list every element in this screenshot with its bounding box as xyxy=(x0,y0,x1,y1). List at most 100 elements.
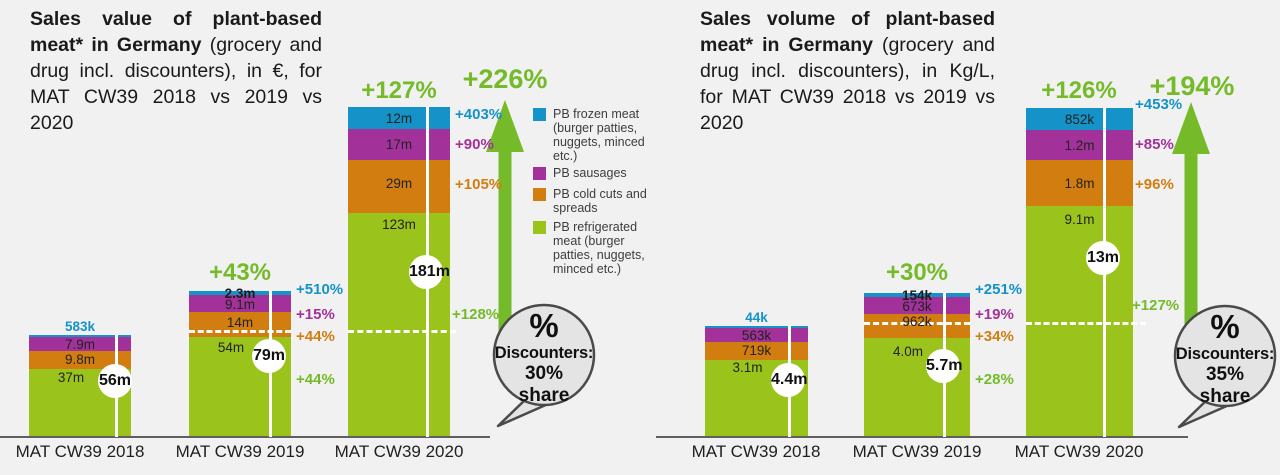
category-label: MAT CW39 2019 xyxy=(175,442,305,461)
left-x-axis xyxy=(0,436,490,438)
segment-sausages xyxy=(1026,130,1133,160)
legend-swatch-frozen xyxy=(533,108,546,121)
total-2019: 79m xyxy=(252,339,286,373)
segment-sausages xyxy=(189,295,291,312)
category-label: MAT CW39 2018 xyxy=(15,442,145,461)
legend-item-sausages: PB sausages xyxy=(533,166,663,180)
category-label: MAT CW39 2020 xyxy=(334,442,464,461)
right-chart-title-rest: (grocery and drug incl. discounters), in… xyxy=(700,34,995,134)
growth-2019-frozen: +510% xyxy=(296,281,344,298)
segment-frozen xyxy=(864,293,970,297)
segment-frozen xyxy=(1026,108,1133,130)
total-2020: 13m xyxy=(1086,241,1120,275)
value-refrigerated-2020: 123m xyxy=(382,217,416,232)
segment-sausages xyxy=(348,129,450,160)
growth-2019-refrigerated: +44% xyxy=(296,371,335,388)
legend-item-refrigerated: PB refrigerated meat (burger patties, nu… xyxy=(533,220,663,276)
category-label: MAT CW39 2018 xyxy=(691,442,821,461)
growth-arrow-icon xyxy=(1172,102,1210,328)
value-frozen-2018: 44k xyxy=(745,310,768,325)
left-chart-title-bold: Sales value of plant-based meat* in Germ… xyxy=(30,8,322,56)
overall-growth-label: +194% xyxy=(1149,71,1235,101)
segment-cold-cuts xyxy=(29,351,131,369)
growth-2020-sausages: +85% xyxy=(1135,136,1174,153)
right-bar-2020 xyxy=(1026,108,1133,437)
growth-2020-cold-cuts: +96% xyxy=(1135,176,1174,193)
right-chart-title: Sales volume of plant-based meat* in Ger… xyxy=(700,6,995,136)
baseline-2018-dash xyxy=(189,330,291,333)
discounters-callout: % Discounters: 35% share xyxy=(1171,303,1280,431)
value-sausages-2020: 1.2m xyxy=(1064,138,1095,153)
value-refrigerated-2020: 9.1m xyxy=(1064,212,1095,227)
left-bar-2020 xyxy=(348,107,450,437)
growth-2020-frozen: +453% xyxy=(1135,96,1183,113)
total-2018: 56m xyxy=(98,364,132,398)
value-refrigerated-2018: 3.1m xyxy=(732,360,763,375)
left-bar-2018 xyxy=(29,335,131,437)
value-cold-cuts-2020: 1.8m xyxy=(1064,176,1095,191)
percent-sign: % xyxy=(529,307,559,344)
segment-frozen xyxy=(189,291,291,295)
percent-sign: % xyxy=(1210,308,1240,345)
segment-frozen xyxy=(348,107,450,129)
segment-sausages xyxy=(29,337,131,351)
baseline-2018-dash xyxy=(1026,322,1146,325)
segment-refrigerated xyxy=(348,213,450,437)
segment-frozen xyxy=(705,326,808,328)
value-refrigerated-2019: 54m xyxy=(217,340,245,355)
value-sausages-2019: 673k xyxy=(902,299,932,314)
discounters-callout: % Discounters: 30% share xyxy=(490,302,602,430)
growth-2020-total: +127% xyxy=(361,77,437,104)
growth-2020-sausages: +90% xyxy=(455,136,494,153)
baseline-2018-dash xyxy=(864,322,970,325)
growth-2020-cold-cuts: +105% xyxy=(455,176,503,193)
speech-bubble-icon xyxy=(492,303,596,428)
right-x-axis xyxy=(656,436,1188,438)
value-cold-cuts-2018: 719k xyxy=(741,343,772,358)
value-sausages-2019: 9.1m xyxy=(224,297,255,312)
total-2018: 4.4m xyxy=(771,363,807,397)
growth-2019-sausages: +19% xyxy=(975,306,1014,323)
value-refrigerated-2019: 4.0m xyxy=(892,344,923,359)
legend-swatch-refrigerated xyxy=(533,221,546,234)
category-label: MAT CW39 2019 xyxy=(852,442,982,461)
value-cold-cuts-2020: 29m xyxy=(385,176,413,191)
growth-2019-sausages: +15% xyxy=(296,306,335,323)
growth-2019-total: +30% xyxy=(885,259,949,286)
growth-2019-frozen: +251% xyxy=(975,281,1023,298)
overall-growth-label: +226% xyxy=(462,64,548,94)
total-2019: 5.7m xyxy=(926,349,962,383)
segment-cold-cuts xyxy=(1026,160,1133,206)
growth-2020-total: +126% xyxy=(1041,77,1117,104)
segment-refrigerated xyxy=(1026,206,1133,437)
segment-frozen xyxy=(29,335,131,337)
speech-bubble-icon xyxy=(1173,304,1277,429)
value-frozen-2020: 852k xyxy=(1064,112,1095,127)
growth-2020-refrigerated: +128% xyxy=(452,306,500,323)
right-chart-title-bold: Sales volume of plant-based meat* in Ger… xyxy=(700,8,995,56)
value-frozen-2019: 154k xyxy=(901,288,933,303)
left-chart-title-rest: (grocery and drug incl. discounters), in… xyxy=(30,34,322,134)
value-refrigerated-2018: 37m xyxy=(57,370,85,385)
discounters-callout-text: % Discounters: 35% share xyxy=(1173,310,1277,408)
left-chart-title: Sales value of plant-based meat* in Germ… xyxy=(30,6,322,136)
segment-cold-cuts xyxy=(705,342,808,360)
value-sausages-2020: 17m xyxy=(385,137,413,152)
total-2020: 181m xyxy=(409,255,450,289)
legend-item-frozen: PB frozen meat (burger patties, nuggets,… xyxy=(533,107,663,163)
value-cold-cuts-2019: 14m xyxy=(226,315,254,330)
baseline-2018-dash xyxy=(348,330,456,333)
growth-2019-total: +43% xyxy=(208,259,272,286)
growth-2019-refrigerated: +28% xyxy=(975,371,1014,388)
value-frozen-2019: 2.3m xyxy=(224,286,256,301)
growth-2020-frozen: +403% xyxy=(455,106,503,123)
segment-cold-cuts xyxy=(348,160,450,213)
value-cold-cuts-2019: 962k xyxy=(902,314,932,329)
value-frozen-2020: 12m xyxy=(385,111,413,126)
value-cold-cuts-2018: 9.8m xyxy=(64,352,95,367)
growth-2020-refrigerated: +127% xyxy=(1132,297,1180,314)
growth-2019-cold-cuts: +34% xyxy=(975,328,1014,345)
legend-swatch-sausages xyxy=(533,167,546,180)
value-frozen-2018: 583k xyxy=(64,319,96,334)
